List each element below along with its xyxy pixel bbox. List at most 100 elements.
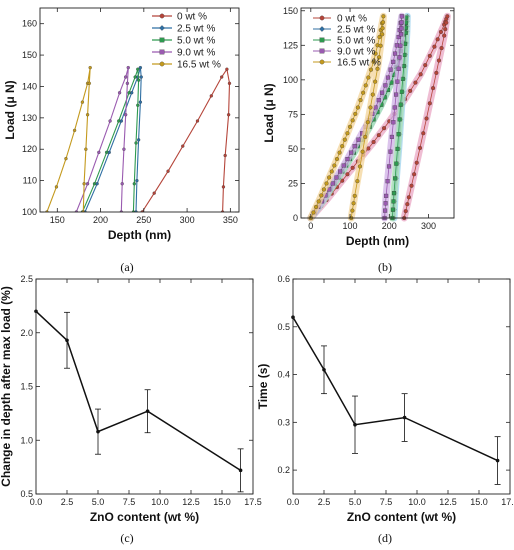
data-point-b bbox=[342, 137, 347, 142]
data-point-a bbox=[166, 169, 170, 173]
legend-marker-a bbox=[159, 13, 165, 19]
data-point-b bbox=[391, 191, 397, 196]
x-tick-label-b: 300 bbox=[421, 221, 436, 231]
data-point-b bbox=[380, 90, 385, 95]
y-axis-label-b: Load (μ N) bbox=[262, 83, 276, 142]
y-tick-label-a: 130 bbox=[22, 113, 37, 123]
data-point-b bbox=[338, 169, 343, 174]
data-point-b bbox=[378, 43, 383, 48]
data-point-b bbox=[340, 144, 345, 149]
data-point-d bbox=[402, 415, 407, 420]
legend-marker-b bbox=[319, 15, 325, 21]
legend-marker-b bbox=[319, 48, 325, 54]
plot-frame-a bbox=[39, 7, 240, 213]
data-point-b bbox=[327, 175, 332, 180]
data-point-b bbox=[345, 172, 350, 177]
data-point-b bbox=[352, 144, 357, 149]
data-point-b bbox=[385, 179, 390, 184]
data-point-b bbox=[394, 43, 399, 48]
data-point-a bbox=[117, 119, 121, 123]
x-tick-label-b: 0 bbox=[308, 221, 313, 231]
data-point-a bbox=[138, 65, 143, 70]
legend-label-b: 16.5 wt % bbox=[337, 58, 381, 69]
data-point-b bbox=[414, 160, 419, 165]
data-point-a bbox=[225, 67, 229, 71]
x-axis-label-c: ZnO content (wt %) bbox=[90, 510, 199, 524]
data-point-a bbox=[136, 103, 140, 107]
data-point-b bbox=[356, 137, 361, 142]
legend-marker-a bbox=[159, 25, 165, 31]
data-point-b bbox=[334, 175, 339, 180]
data-point-a bbox=[104, 150, 109, 155]
data-point-b bbox=[424, 116, 429, 121]
data-point-a bbox=[133, 75, 137, 79]
x-tick-label-c: 2.5 bbox=[61, 497, 74, 507]
data-point-b bbox=[385, 75, 391, 80]
data-point-a bbox=[64, 156, 68, 161]
x-tick-label-a: 150 bbox=[50, 215, 65, 225]
legend-label-a: 2.5 wt % bbox=[177, 24, 215, 35]
data-point-b bbox=[350, 165, 355, 170]
data-point-b bbox=[357, 164, 363, 169]
series-line-a bbox=[75, 67, 129, 212]
data-point-b bbox=[435, 37, 440, 42]
panel-label-a: (a) bbox=[120, 260, 133, 274]
x-tick-label-c: 15.0 bbox=[213, 497, 231, 507]
y-tick-label-b: 75 bbox=[288, 109, 298, 119]
y-axis-label-d: Time (s) bbox=[256, 364, 270, 410]
data-point-b bbox=[392, 51, 398, 56]
data-point-b bbox=[380, 26, 385, 31]
data-point-b bbox=[375, 66, 380, 71]
y-tick-label-a: 150 bbox=[22, 50, 37, 60]
data-point-b bbox=[394, 161, 399, 166]
data-point-b bbox=[334, 157, 340, 162]
data-point-a bbox=[92, 182, 97, 186]
data-point-b bbox=[397, 117, 402, 122]
data-point-b bbox=[423, 63, 428, 68]
panel-b-load-depth-chart: 0 100 200 300 0 25 50 75 100 125 150 Depth (nm) Load… bbox=[262, 6, 455, 248]
data-point-b bbox=[380, 32, 385, 37]
data-point-b bbox=[393, 176, 398, 181]
data-point-a bbox=[120, 182, 124, 186]
data-point-a bbox=[82, 182, 86, 186]
legend-marker-b bbox=[319, 37, 325, 43]
data-point-b bbox=[399, 89, 404, 94]
x-tick-label-a: 350 bbox=[223, 215, 238, 225]
panel-label-d: (d) bbox=[378, 531, 392, 545]
data-point-b bbox=[391, 199, 396, 204]
data-point-a bbox=[135, 178, 139, 183]
data-point-b bbox=[396, 132, 401, 137]
data-point-a bbox=[122, 147, 126, 151]
data-point-b bbox=[442, 33, 447, 38]
data-point-b bbox=[341, 163, 346, 168]
data-point-a bbox=[152, 191, 156, 195]
data-point-b bbox=[373, 79, 378, 84]
data-point-a bbox=[126, 65, 130, 70]
data-point-b bbox=[406, 195, 411, 200]
legend-label-b: 9.0 wt % bbox=[337, 47, 375, 58]
data-point-b bbox=[427, 101, 432, 106]
data-point-b bbox=[408, 88, 413, 93]
data-point-b bbox=[377, 55, 382, 60]
data-point-b bbox=[366, 146, 371, 151]
data-point-b bbox=[394, 92, 399, 97]
x-tick-label-d: 17.5 bbox=[501, 497, 514, 507]
data-point-c bbox=[145, 409, 150, 414]
y-tick-label-c: 1.5 bbox=[20, 382, 33, 392]
data-point-b bbox=[388, 149, 393, 154]
data-point-b bbox=[361, 90, 366, 95]
x-tick-label-c: 10.0 bbox=[151, 497, 169, 507]
data-point-a bbox=[136, 67, 140, 71]
panel-label-b: (b) bbox=[378, 260, 392, 274]
data-point-b bbox=[399, 26, 404, 31]
data-point-b bbox=[371, 139, 376, 145]
x-tick-label-b: 200 bbox=[382, 221, 397, 231]
data-point-a bbox=[136, 138, 141, 142]
y-tick-label-d: 0.3 bbox=[277, 417, 290, 427]
y-tick-label-c: 2.0 bbox=[20, 328, 33, 338]
data-point-a bbox=[108, 119, 112, 123]
legend-marker-a bbox=[159, 61, 165, 67]
data-point-b bbox=[384, 193, 389, 198]
x-tick-label-d: 2.5 bbox=[318, 497, 331, 507]
